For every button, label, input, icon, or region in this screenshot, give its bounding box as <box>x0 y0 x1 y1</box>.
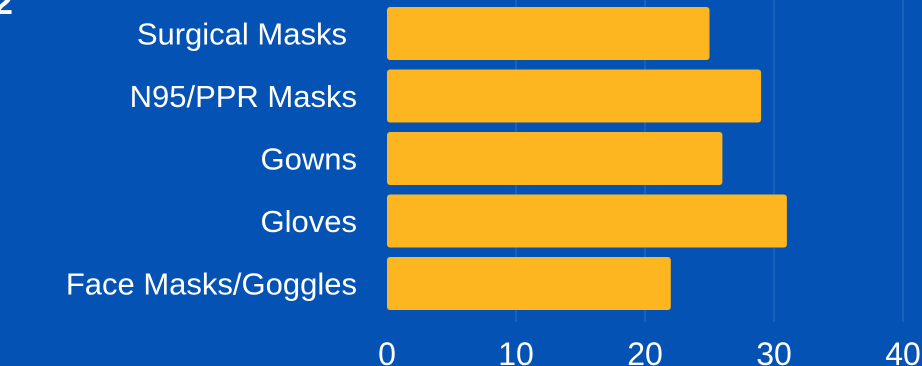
x-tick-label: 30 <box>756 336 792 366</box>
bar-face-masks-goggles <box>387 257 671 310</box>
category-label: Surgical Masks <box>137 17 347 52</box>
x-axis-tick-labels: 0 10 20 30 40 <box>378 336 921 366</box>
bar-surgical-masks <box>387 7 710 60</box>
x-tick-label: 40 <box>885 336 921 366</box>
bar-gowns <box>387 132 723 185</box>
bar-n95-ppr-masks <box>387 69 762 123</box>
x-tick-label: 20 <box>627 336 663 366</box>
category-label: Gowns <box>261 142 357 177</box>
category-label: N95/PPR Masks <box>130 79 357 114</box>
chart-title: 2 <box>0 0 13 22</box>
bars <box>387 7 787 310</box>
category-label: Gloves <box>261 204 357 239</box>
category-label: Face Masks/Goggles <box>66 267 357 302</box>
x-tick-label: 0 <box>378 336 396 366</box>
x-tick-label: 10 <box>498 336 534 366</box>
category-labels: Surgical Masks N95/PPR Masks Gowns Gloves Fa… <box>66 17 357 302</box>
bar-gloves <box>387 194 787 248</box>
